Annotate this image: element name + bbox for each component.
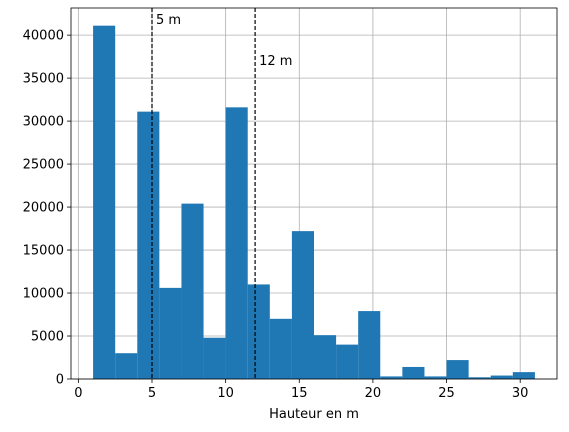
y-tick-label: 25000 [23,158,64,173]
y-tick-label: 30000 [23,115,64,130]
x-tick-label: 5 [148,386,156,401]
x-tick-label: 30 [512,386,529,401]
histogram-bar [490,375,513,379]
plot-frame [70,7,558,380]
x-axis-label: Hauteur en m [269,407,359,422]
x-axis-ticks: 0 5 10 15 20 25 30 [74,379,528,401]
x-tick-label: 20 [365,386,382,401]
reference-lines: 5 m 12 m [151,8,292,379]
histogram-bar [247,284,270,379]
histogram-bar [115,353,138,379]
y-axis-ticks: 0 5000 10000 15000 20000 25000 30000 35000 40000 [23,29,71,388]
histogram-bar [137,111,160,379]
y-tick-label: 5000 [31,330,64,345]
y-tick-label: 40000 [23,29,64,44]
histogram-bar [358,311,381,379]
histogram-bar [203,337,226,379]
y-tick-label: 10000 [23,287,64,302]
x-tick-label: 0 [74,386,82,401]
histogram-bar [402,366,425,379]
histogram-bar [512,372,535,379]
reference-line-label: 12 m [259,54,292,69]
histogram-bar [424,376,447,379]
y-tick-label: 0 [56,373,64,388]
reference-line-label: 5 m [156,13,181,28]
histogram-bar [269,318,292,379]
histogram-bar [314,335,337,379]
y-tick-label: 35000 [23,72,64,87]
y-tick-label: 15000 [23,244,64,259]
histogram-bar [93,25,116,380]
histogram-bar [291,231,314,379]
histogram-bar [181,203,204,379]
histogram-bars [93,25,535,380]
histogram-bar [380,376,403,379]
histogram-bar [225,107,248,379]
y-tick-label: 20000 [23,201,64,216]
x-tick-label: 25 [438,386,455,401]
x-tick-label: 15 [291,386,308,401]
histogram-bar [336,344,359,379]
histogram-bar [446,360,469,379]
x-tick-label: 10 [217,386,234,401]
histogram-bar [159,287,182,379]
histogram-bar [468,377,491,379]
